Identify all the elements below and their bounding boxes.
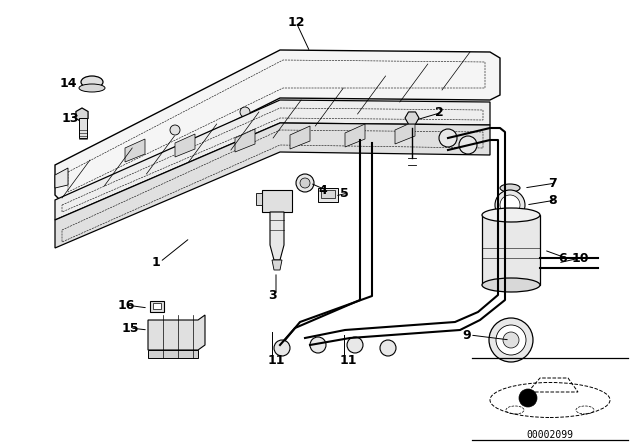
Polygon shape — [405, 112, 419, 124]
Text: 11: 11 — [340, 353, 358, 366]
Circle shape — [459, 136, 477, 154]
Circle shape — [519, 389, 537, 407]
Polygon shape — [395, 121, 415, 144]
Polygon shape — [175, 134, 195, 157]
Text: 14: 14 — [60, 77, 77, 90]
Circle shape — [380, 340, 396, 356]
Text: 8: 8 — [548, 194, 557, 207]
Text: 00002099: 00002099 — [527, 430, 573, 440]
Text: 1: 1 — [152, 255, 161, 268]
Polygon shape — [256, 193, 262, 205]
Circle shape — [439, 129, 457, 147]
Circle shape — [170, 125, 180, 135]
Polygon shape — [148, 315, 205, 350]
Polygon shape — [345, 124, 365, 147]
Bar — [321, 190, 335, 198]
Bar — [153, 303, 161, 309]
Polygon shape — [125, 139, 145, 162]
Text: 6: 6 — [558, 251, 566, 264]
Bar — [318, 188, 338, 202]
Circle shape — [495, 190, 525, 220]
Polygon shape — [55, 50, 500, 205]
Circle shape — [310, 337, 326, 353]
Polygon shape — [55, 168, 68, 188]
Ellipse shape — [81, 76, 103, 88]
Text: 9: 9 — [462, 328, 470, 341]
Text: 5: 5 — [340, 186, 349, 199]
Text: 2: 2 — [435, 105, 444, 119]
Circle shape — [500, 195, 520, 215]
Polygon shape — [55, 123, 490, 248]
Circle shape — [496, 325, 526, 355]
Text: 13: 13 — [62, 112, 79, 125]
Text: 16: 16 — [118, 298, 136, 311]
Ellipse shape — [500, 184, 520, 192]
Circle shape — [489, 318, 533, 362]
Bar — [482, 215, 540, 285]
Circle shape — [274, 340, 290, 356]
Circle shape — [300, 178, 310, 188]
Polygon shape — [262, 190, 292, 212]
Text: 12: 12 — [288, 16, 305, 29]
Polygon shape — [270, 212, 284, 260]
Text: 15: 15 — [122, 322, 140, 335]
Circle shape — [503, 332, 519, 348]
Ellipse shape — [482, 278, 540, 292]
Text: 10: 10 — [572, 251, 589, 264]
Text: 11: 11 — [268, 353, 285, 366]
Polygon shape — [148, 350, 198, 358]
Circle shape — [240, 107, 250, 117]
Text: 7: 7 — [548, 177, 557, 190]
Bar — [79, 118, 87, 138]
Circle shape — [296, 174, 314, 192]
Text: 3: 3 — [268, 289, 276, 302]
Bar — [150, 301, 164, 312]
Ellipse shape — [79, 84, 105, 92]
Polygon shape — [235, 129, 255, 152]
Ellipse shape — [482, 208, 540, 222]
Polygon shape — [55, 100, 490, 220]
Circle shape — [347, 337, 363, 353]
Polygon shape — [76, 108, 88, 122]
Text: 4: 4 — [318, 184, 327, 197]
Polygon shape — [290, 126, 310, 149]
Polygon shape — [272, 260, 282, 270]
